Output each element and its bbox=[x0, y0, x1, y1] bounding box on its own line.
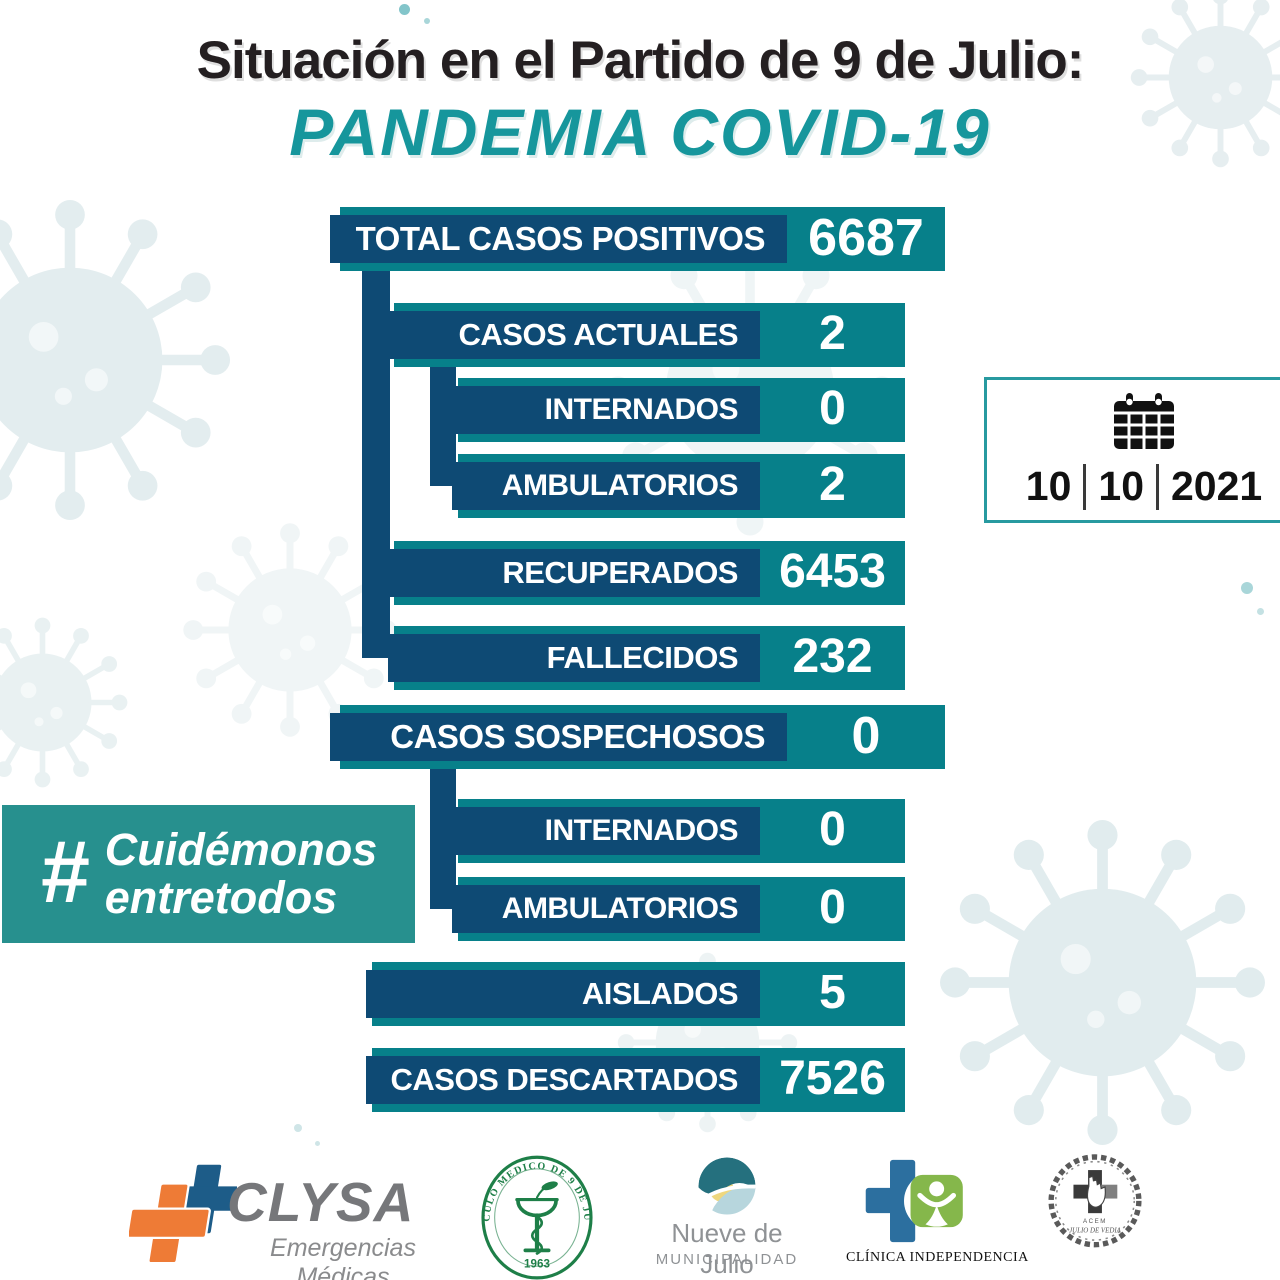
date-box: 10 10 2021 bbox=[984, 377, 1280, 523]
date-day: 10 bbox=[1025, 463, 1072, 509]
clinica-independencia-name: CLÍNICA INDEPENDENCIA bbox=[846, 1250, 1029, 1265]
circulo-medico-year: 1963 bbox=[524, 1257, 550, 1270]
stat-label: RECUPERADOS bbox=[388, 549, 760, 597]
hospital-emblem-line2: JULIO DE VEDIA bbox=[1069, 1227, 1122, 1234]
stat-row-casos-descartados: 7526 CASOS DESCARTADOS bbox=[366, 1048, 905, 1112]
logo-circulo-medico: CIRCULO MEDICO DE 9 DE JULIO 1963 bbox=[474, 1145, 596, 1280]
virus-watermark bbox=[935, 815, 1270, 1150]
stat-row-ambulatorios-actuales: 2 AMBULATORIOS bbox=[452, 454, 905, 518]
circulo-medico-emblem-icon: CIRCULO MEDICO DE 9 DE JULIO 1963 bbox=[474, 1145, 593, 1280]
stat-value: 2 bbox=[819, 458, 846, 511]
stat-value: 0 bbox=[851, 707, 881, 765]
clysa-wordmark: CLYSA bbox=[227, 1171, 415, 1233]
logo-clinica-independencia: CLÍNICA INDEPENDENCIA bbox=[846, 1158, 1028, 1278]
stat-value: 0 bbox=[819, 382, 846, 435]
hospital-emblem-icon: ACEM JULIO DE VEDIA bbox=[1048, 1154, 1142, 1248]
stat-value: 232 bbox=[792, 630, 873, 683]
stat-label: CASOS ACTUALES bbox=[388, 311, 760, 359]
stat-row-recuperados: 6453 RECUPERADOS bbox=[388, 541, 905, 605]
stat-row-ambulatorios-sospechosos: 0 AMBULATORIOS bbox=[452, 877, 905, 941]
logo-hospital-emblem: ACEM JULIO DE VEDIA bbox=[1045, 1150, 1145, 1259]
decorative-dot bbox=[294, 1124, 302, 1132]
stat-value: 0 bbox=[819, 881, 846, 934]
stat-value: 6453 bbox=[779, 545, 886, 598]
stat-row-casos-sospechosos: 0 CASOS SOSPECHOSOS bbox=[330, 705, 945, 769]
stat-label: INTERNADOS bbox=[452, 386, 760, 434]
hashtag-banner: # Cuidémonos entretodos bbox=[2, 805, 415, 943]
decorative-dot bbox=[424, 18, 430, 24]
decorative-dot bbox=[399, 4, 410, 15]
stat-label: AMBULATORIOS bbox=[452, 462, 760, 510]
stat-label: AMBULATORIOS bbox=[452, 885, 760, 933]
date-separator bbox=[1083, 463, 1087, 510]
hashtag-icon: # bbox=[39, 822, 89, 921]
page-title: Situación en el Partido de 9 de Julio: bbox=[196, 31, 1085, 90]
hand-icon bbox=[1086, 1175, 1106, 1208]
municipalidad-name: Nueve de Julio bbox=[671, 1218, 783, 1279]
connector-sospechosos-branch bbox=[430, 758, 456, 909]
stat-value: 5 bbox=[819, 966, 846, 1019]
clysa-cross-icon bbox=[129, 1164, 237, 1265]
date-month: 10 bbox=[1098, 463, 1144, 509]
clysa-tagline: Emergencias Médicas bbox=[270, 1234, 416, 1280]
logo-municipalidad: Nueve de Julio MUNICIPALIDAD bbox=[642, 1156, 812, 1279]
municipalidad-subtitle: MUNICIPALIDAD bbox=[655, 1251, 799, 1268]
stat-row-casos-actuales: 2 CASOS ACTUALES bbox=[388, 303, 905, 367]
decorative-dot bbox=[1257, 608, 1264, 615]
connector-actuales-branch bbox=[430, 356, 456, 486]
stat-label: CASOS DESCARTADOS bbox=[366, 1056, 760, 1104]
date-text: 10 10 2021 bbox=[987, 463, 1280, 510]
date-separator bbox=[1156, 463, 1159, 510]
page-subtitle: PANDEMIA COVID-19 bbox=[289, 95, 991, 169]
stat-label: TOTAL CASOS POSITIVOS bbox=[330, 215, 787, 263]
stat-row-total-positivos: 6687 TOTAL CASOS POSITIVOS bbox=[330, 207, 945, 271]
connector-total-branch bbox=[362, 258, 390, 658]
stat-value: 6687 bbox=[808, 209, 924, 267]
municipalidad-emblem-icon bbox=[698, 1157, 756, 1215]
decorative-dot bbox=[1241, 582, 1253, 594]
hashtag-line2: entretodos bbox=[104, 872, 338, 923]
date-year: 2021 bbox=[1171, 463, 1263, 509]
stat-row-internados-actuales: 0 INTERNADOS bbox=[452, 378, 905, 442]
stat-label: AISLADOS bbox=[366, 970, 760, 1018]
stat-label: INTERNADOS bbox=[452, 807, 760, 855]
stat-label: CASOS SOSPECHOSOS bbox=[330, 713, 787, 761]
stat-value: 2 bbox=[819, 307, 846, 360]
decorative-dot bbox=[315, 1141, 320, 1146]
virus-watermark bbox=[0, 195, 235, 525]
logo-clysa: CLYSA Emergencias Médicas bbox=[129, 1158, 465, 1280]
calendar-icon bbox=[1114, 393, 1174, 449]
stat-row-aislados: 5 AISLADOS bbox=[366, 962, 905, 1026]
stat-value: 0 bbox=[819, 803, 846, 856]
stat-row-fallecidos: 232 FALLECIDOS bbox=[388, 626, 905, 690]
stat-row-internados-sospechosos: 0 INTERNADOS bbox=[452, 799, 905, 863]
hospital-emblem-line1: ACEM bbox=[1083, 1218, 1107, 1225]
hashtag-line1: Cuidémonos bbox=[104, 824, 378, 876]
virus-watermark bbox=[0, 615, 130, 790]
stat-value: 7526 bbox=[779, 1052, 886, 1105]
stat-label: FALLECIDOS bbox=[388, 634, 760, 682]
clinica-independencia-icon bbox=[865, 1159, 963, 1243]
